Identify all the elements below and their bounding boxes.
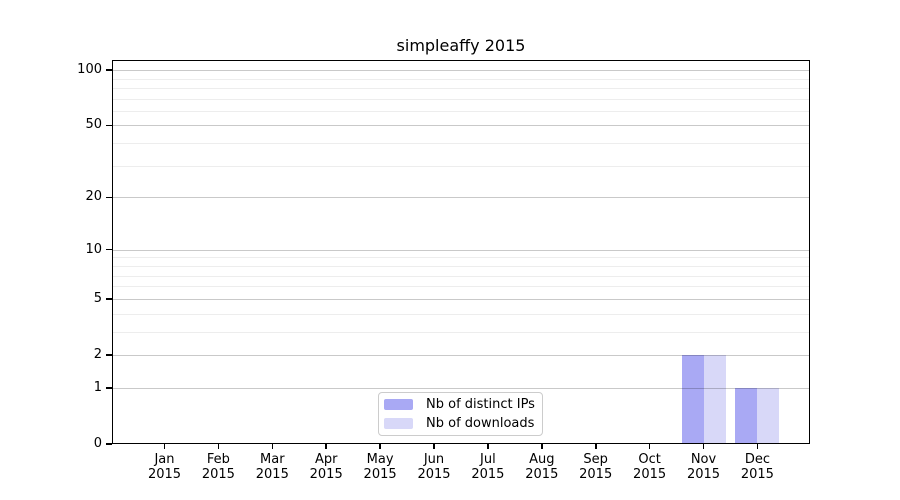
bar-distinct-ips — [735, 387, 758, 444]
y-gridline-major — [112, 197, 810, 199]
y-tick — [106, 69, 112, 71]
bar-distinct-ips — [681, 354, 704, 444]
y-gridline-minor — [112, 87, 810, 89]
y-tick-label: 20 — [85, 189, 102, 205]
y-tick-label: 0 — [93, 436, 102, 451]
x-tick-label: Dec 2015 — [740, 452, 774, 482]
x-tick — [271, 444, 274, 449]
x-tick-label: Sep 2015 — [579, 452, 613, 482]
x-tick — [541, 444, 543, 449]
y-tick — [106, 354, 112, 356]
x-tick — [756, 444, 759, 449]
y-tick-label: 50 — [85, 117, 102, 133]
x-tick-label: Jul 2015 — [471, 452, 505, 482]
x-tick — [433, 444, 435, 449]
y-tick — [106, 387, 112, 389]
x-tick — [702, 444, 705, 449]
y-tick — [106, 443, 112, 445]
x-tick — [163, 444, 166, 449]
y-tick — [106, 196, 112, 198]
y-tick-label: 100 — [77, 62, 102, 77]
y-gridline-minor — [112, 313, 810, 315]
y-tick — [106, 124, 112, 127]
x-tick-label: Jan 2015 — [147, 452, 182, 482]
x-tick-label: Apr 2015 — [309, 452, 343, 482]
plot-area — [112, 60, 810, 444]
x-tick — [325, 444, 327, 449]
y-tick-label: 2 — [93, 347, 102, 362]
y-gridline-major — [112, 70, 810, 71]
y-gridline-minor — [112, 78, 810, 80]
y-gridline-minor — [112, 275, 810, 277]
y-gridline-minor — [112, 257, 810, 259]
legend-label-distinct-ips: Nb of distinct IPs — [426, 397, 535, 413]
x-tick — [379, 444, 381, 449]
legend-swatch-distinct-ips — [384, 399, 413, 411]
y-tick-label: 1 — [93, 379, 102, 395]
legend: Nb of distinct IPs Nb of downloads — [378, 392, 543, 436]
chart-title: simpleaffy 2015 — [396, 36, 526, 55]
y-gridline-major — [112, 249, 810, 251]
legend-item-distinct-ips: Nb of distinct IPs — [384, 397, 537, 413]
y-gridline-major — [112, 125, 810, 127]
y-gridline-major — [112, 298, 810, 300]
y-gridline-minor — [112, 165, 810, 167]
y-gridline-minor — [112, 286, 810, 288]
y-tick — [106, 298, 112, 300]
x-tick — [217, 444, 220, 449]
x-tick-label: May 2015 — [363, 452, 397, 482]
x-tick — [648, 444, 651, 449]
y-tick-label: 10 — [85, 241, 102, 257]
x-tick — [487, 444, 489, 449]
x-tick-label: Feb 2015 — [201, 452, 235, 482]
x-tick-label: Oct 2015 — [633, 452, 667, 482]
bar-downloads — [757, 387, 780, 444]
y-gridline-major — [112, 387, 810, 389]
y-gridline-minor — [112, 266, 810, 267]
x-tick-label: Aug 2015 — [525, 452, 559, 482]
y-tick-label: 5 — [93, 290, 102, 306]
y-tick — [106, 248, 112, 251]
x-tick-label: Jun 2015 — [417, 452, 451, 482]
legend-item-downloads: Nb of downloads — [384, 416, 537, 432]
y-gridline-minor — [112, 98, 810, 100]
legend-swatch-downloads — [384, 417, 413, 429]
y-gridline-minor — [112, 143, 810, 145]
y-gridline-minor — [112, 110, 810, 112]
legend-label-downloads: Nb of downloads — [426, 415, 535, 431]
x-tick-label: Mar 2015 — [255, 452, 289, 482]
x-tick — [595, 444, 597, 449]
x-tick-label: Nov 2015 — [686, 452, 721, 482]
y-gridline-minor — [112, 331, 810, 333]
bar-downloads — [703, 354, 726, 444]
y-gridline-major — [112, 355, 810, 356]
